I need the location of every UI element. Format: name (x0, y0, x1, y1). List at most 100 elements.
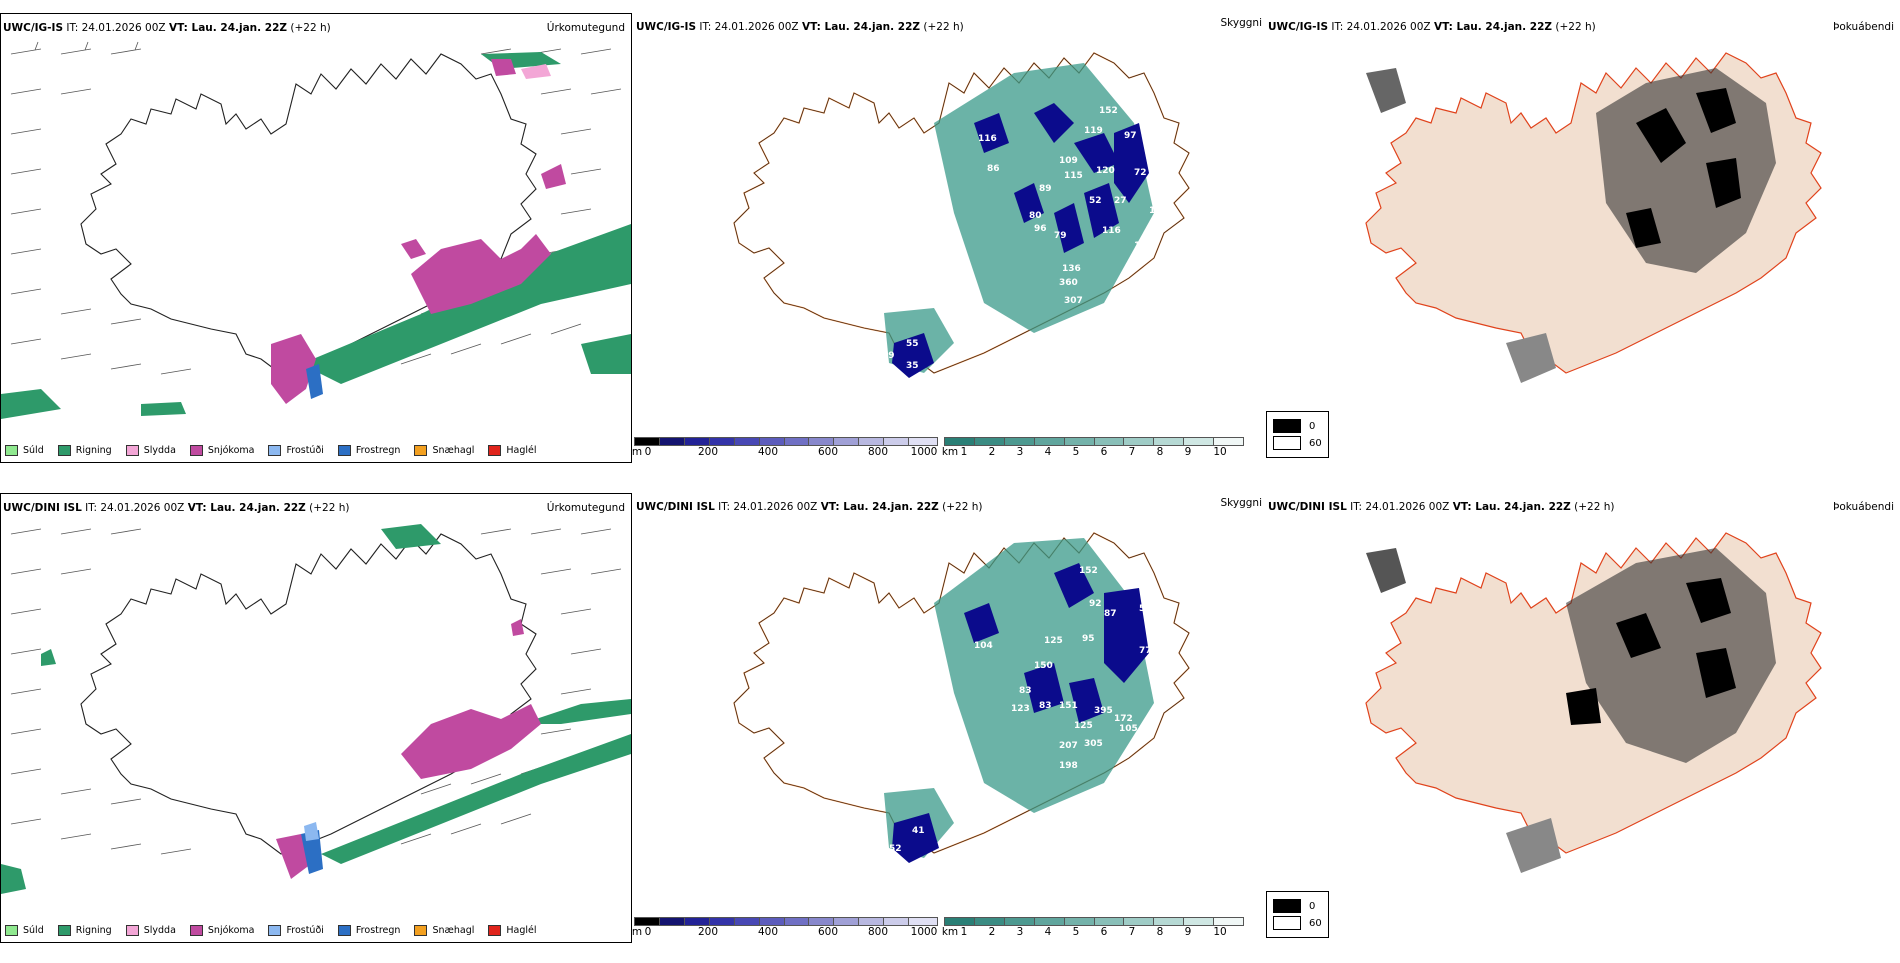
panel-header: UWC/IG-IS IT: 24.01.2026 00Z VT: Lau. 24… (636, 21, 964, 33)
precip-type-panel-top: UWC/IG-IS IT: 24.01.2026 00Z VT: Lau. 24… (0, 13, 632, 463)
fog-dark-areas (1366, 548, 1776, 873)
vis-label: 119 (1084, 126, 1103, 136)
panel-title: Úrkomutegund (546, 502, 625, 514)
visibility-colorbar: m 0 200 400 600 800 1000 (631, 437, 938, 460)
colorbar-ticks: m 0 200 400 600 800 1000 (631, 446, 938, 458)
haglel-swatch (488, 445, 502, 456)
colorbar-ticks: km 1 2 3 4 5 6 7 8 9 10 (941, 926, 1227, 938)
panel-header: UWC/DINI ISL IT: 24.01.2026 00Z VT: Lau.… (3, 502, 350, 514)
slydda-swatch (125, 445, 139, 456)
vis-label: 80 (1029, 211, 1042, 221)
slydda-area (521, 64, 551, 79)
vis-label: 305 (1084, 739, 1103, 749)
fog-black-swatch (1273, 899, 1301, 913)
panel-title: Skyggni (1220, 497, 1263, 509)
precip-legend: Súld Rigning Slydda Snjókoma Frostúði Fr… (5, 925, 551, 936)
vis-label: 172 (1114, 714, 1133, 724)
snjokoma-area (271, 59, 566, 404)
vis-label: 83 (1019, 686, 1032, 696)
vis-label: 198 (1059, 761, 1078, 771)
legend-item: Frostregn (337, 445, 400, 456)
cloud-areas (884, 538, 1154, 858)
fog-map (1365, 52, 1822, 383)
vis-label: 116 (1102, 226, 1121, 236)
colorbar-ticks: km 1 2 3 4 5 6 7 8 9 10 (941, 446, 1227, 458)
colorbar-segments (944, 917, 1244, 926)
legend-item: Slydda (125, 925, 176, 936)
frostregn-area (306, 364, 323, 399)
fog-white-swatch (1273, 916, 1301, 930)
vis-label: 89 (1039, 184, 1052, 194)
sudd-swatch (5, 445, 18, 456)
legend-item: Súld (5, 925, 44, 936)
vis-label: 207 (1059, 741, 1078, 751)
fog-legend: 0 60 (1266, 891, 1329, 938)
vis-label: 360 (1059, 278, 1078, 288)
cloud-colorbar: km 1 2 3 4 5 6 7 8 9 10 (941, 437, 1244, 460)
vis-label: 95 (1082, 634, 1095, 644)
precip-map (1, 41, 631, 419)
vis-label: 108 (1144, 618, 1163, 628)
vis-label: 72 (1134, 168, 1147, 178)
legend-item: Frostúði (268, 445, 324, 456)
visibility-panel-top: UWC/IG-IS IT: 24.01.2026 00Z VT: Lau. 24… (631, 13, 1266, 483)
panel-header: UWC/DINI ISL IT: 24.01.2026 00Z VT: Lau.… (636, 501, 983, 513)
rigning-swatch (57, 925, 71, 936)
vis-label: 11 (1149, 206, 1162, 216)
vis-label: 97 (1124, 131, 1137, 141)
vis-label: 35 (874, 859, 887, 869)
panel-header: UWC/DINI ISL IT: 24.01.2026 00Z VT: Lau.… (1268, 501, 1615, 513)
legend-item: Frostregn (337, 925, 400, 936)
vis-label: 136 (1062, 264, 1081, 274)
legend-item: Snæhagl (414, 925, 474, 936)
snjokoma-swatch (189, 445, 203, 456)
frostudi-swatch (268, 445, 282, 456)
vis-label: 83 (1039, 701, 1052, 711)
cloud-colorbar: km 1 2 3 4 5 6 7 8 9 10 (941, 917, 1244, 940)
vis-label: 152 (1079, 566, 1098, 576)
vis-label: 104 (974, 641, 993, 651)
precip-legend: Súld Rigning Slydda Snjókoma Frostúði Fr… (5, 445, 551, 456)
frostregn-swatch (337, 925, 351, 936)
fog-dark-areas (1366, 68, 1776, 383)
colorbar-ticks: m 0 200 400 600 800 1000 (631, 926, 938, 938)
legend-item: Snjókoma (189, 445, 254, 456)
fog-black-swatch (1273, 419, 1301, 433)
vis-label: 105 (1119, 724, 1138, 734)
colorbar-segments (944, 437, 1244, 446)
vis-label: 115 (1064, 171, 1083, 181)
legend-item: Súld (5, 445, 44, 456)
rigning-swatch (57, 445, 71, 456)
visibility-colorbar: m 0 200 400 600 800 1000 (631, 917, 938, 940)
vis-label: 27 (914, 861, 927, 871)
vis-label: 35 (906, 361, 919, 371)
legend-item: Haglél (488, 925, 537, 936)
snjokoma-swatch (189, 925, 203, 936)
snjokoma-area (276, 619, 541, 879)
visibility-panel-bottom: UWC/DINI ISL IT: 24.01.2026 00Z VT: Lau.… (631, 493, 1266, 963)
wind-barbs (10, 41, 622, 375)
vis-label: 109 (1059, 156, 1078, 166)
snaehagl-swatch (414, 925, 428, 936)
vis-label: 27 (1114, 196, 1127, 206)
vis-label: 41 (912, 826, 925, 836)
frostudi-swatch (268, 925, 282, 936)
frostregn-swatch (337, 445, 351, 456)
fog-panel-top: UWC/IG-IS IT: 24.01.2026 00Z VT: Lau. 24… (1266, 13, 1900, 483)
vis-label: 52 (889, 844, 902, 854)
vis-label: 109 (1146, 631, 1165, 641)
row-top: UWC/IG-IS IT: 24.01.2026 00Z VT: Lau. 24… (0, 13, 1900, 483)
legend-item: Snjókoma (189, 925, 254, 936)
vis-label: 55 (906, 339, 919, 349)
vis-label: 79 (1054, 231, 1067, 241)
legend-item: Snæhagl (414, 445, 474, 456)
panel-title: Þokuábendi (1833, 21, 1894, 33)
legend-item: Frostúði (268, 925, 324, 936)
snaehagl-swatch (414, 445, 428, 456)
legend-item: Haglél (488, 445, 537, 456)
haglel-swatch (488, 925, 502, 936)
vis-label: 307 (1064, 296, 1083, 306)
visibility-values: 152 92 87 57 108 109 77 125 95 104 150 8… (874, 566, 1165, 871)
vis-label: 99 (882, 351, 895, 361)
panel-title: Skyggni (1220, 17, 1263, 29)
